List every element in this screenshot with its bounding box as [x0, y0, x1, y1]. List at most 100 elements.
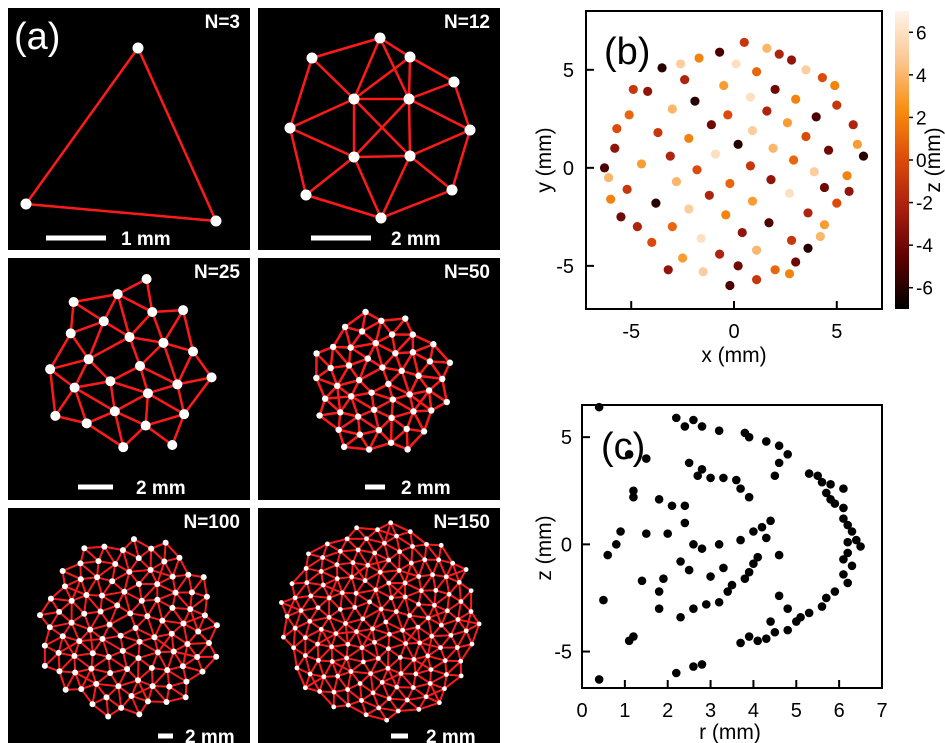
mesh-edge	[315, 377, 327, 400]
mesh-edge	[381, 317, 406, 323]
mesh-node	[200, 574, 207, 581]
mesh-edge	[146, 599, 159, 617]
mesh-node	[415, 372, 422, 379]
mesh-node	[185, 571, 192, 578]
scatter-point	[789, 155, 799, 165]
mesh-edge	[346, 538, 359, 551]
mesh-edge	[374, 320, 383, 344]
mesh-edge	[289, 126, 355, 159]
mesh-nodes	[284, 32, 476, 224]
mesh-edge	[123, 590, 143, 602]
mesh-edge	[429, 360, 451, 364]
mesh-edge	[352, 561, 368, 567]
scatter-point	[809, 167, 819, 177]
mesh-edge	[471, 623, 481, 645]
scatter-point	[643, 86, 653, 96]
mesh-edge	[300, 606, 319, 612]
mesh-node	[400, 627, 405, 633]
mesh-node	[78, 686, 85, 693]
mesh-node	[430, 341, 437, 348]
mesh-edge	[381, 672, 402, 684]
mesh-node	[402, 580, 408, 586]
mesh-edge	[446, 600, 462, 612]
mesh-node	[147, 306, 158, 317]
scatter-point	[801, 131, 811, 142]
mesh-node	[422, 557, 428, 563]
mesh-node	[72, 669, 79, 676]
mesh-node	[88, 665, 95, 672]
mesh-edge	[340, 548, 359, 553]
mesh-n3: 1 mm	[20, 42, 222, 250]
mesh-node	[394, 533, 399, 539]
mesh-edge	[427, 617, 433, 637]
mesh-edge	[305, 686, 320, 693]
mesh-edge	[367, 559, 389, 567]
scatter-point	[762, 106, 772, 116]
mesh-node	[388, 520, 394, 526]
mesh-node	[433, 587, 439, 593]
mesh-edge	[336, 578, 344, 594]
mesh-edge	[181, 643, 189, 667]
mesh-node	[379, 679, 385, 685]
mesh-edge	[320, 628, 333, 648]
mesh-node	[103, 694, 110, 701]
scatter-point	[622, 184, 632, 195]
mesh-node	[348, 151, 360, 163]
mesh-edge	[295, 594, 311, 599]
n-label: N=150	[433, 512, 490, 533]
mesh-node	[112, 561, 119, 568]
mesh-edge	[336, 364, 351, 387]
mesh-node	[458, 599, 464, 604]
mesh-node	[464, 124, 476, 136]
mesh-edge	[388, 569, 400, 584]
mesh-edge	[168, 685, 187, 699]
mesh-node	[345, 702, 351, 708]
mesh-edge	[408, 375, 420, 396]
mesh-edge	[371, 391, 394, 401]
mesh-node	[442, 658, 448, 664]
mesh-node	[324, 541, 330, 547]
mesh-edge	[385, 621, 404, 632]
mesh-edge	[164, 542, 181, 559]
mesh-node	[188, 589, 195, 596]
mesh-node	[338, 548, 343, 554]
mesh-node	[362, 308, 369, 316]
mesh-edge	[89, 629, 94, 654]
mesh-edge	[117, 277, 148, 296]
mesh-edge	[420, 574, 434, 592]
mesh-node	[334, 576, 340, 582]
scatter-point	[647, 237, 657, 247]
mesh-edge	[357, 415, 380, 432]
mesh-edge	[296, 667, 311, 675]
mesh-edge	[282, 616, 289, 638]
mesh-node	[344, 655, 350, 661]
mesh-edge	[305, 553, 310, 569]
mesh-node	[458, 658, 464, 664]
mesh-edge	[385, 610, 398, 623]
mesh-edge	[156, 591, 176, 601]
mesh-edge	[108, 656, 128, 670]
mesh-edge	[437, 559, 448, 578]
mesh-edge	[388, 642, 406, 650]
mesh-edge	[399, 657, 402, 674]
mesh-edge	[176, 384, 186, 415]
mesh-edge	[361, 699, 380, 709]
scatter-point	[657, 63, 667, 73]
scatter-point	[680, 75, 690, 85]
mesh-node	[350, 560, 356, 566]
mesh-node	[354, 413, 362, 420]
mesh-edge	[150, 667, 154, 687]
mesh-edge	[372, 621, 387, 630]
mesh-node	[118, 704, 125, 711]
mesh-edge	[400, 672, 415, 689]
mesh-edge	[409, 530, 428, 546]
mesh-node	[142, 388, 153, 399]
mesh-node	[334, 562, 340, 568]
mesh-edge	[431, 574, 437, 591]
mesh-edge	[117, 293, 153, 314]
mesh-nodes	[36, 536, 220, 720]
mesh-node	[394, 684, 400, 690]
mesh-edge	[201, 656, 217, 673]
mesh-edge	[432, 343, 451, 364]
mesh-edge	[355, 579, 366, 594]
